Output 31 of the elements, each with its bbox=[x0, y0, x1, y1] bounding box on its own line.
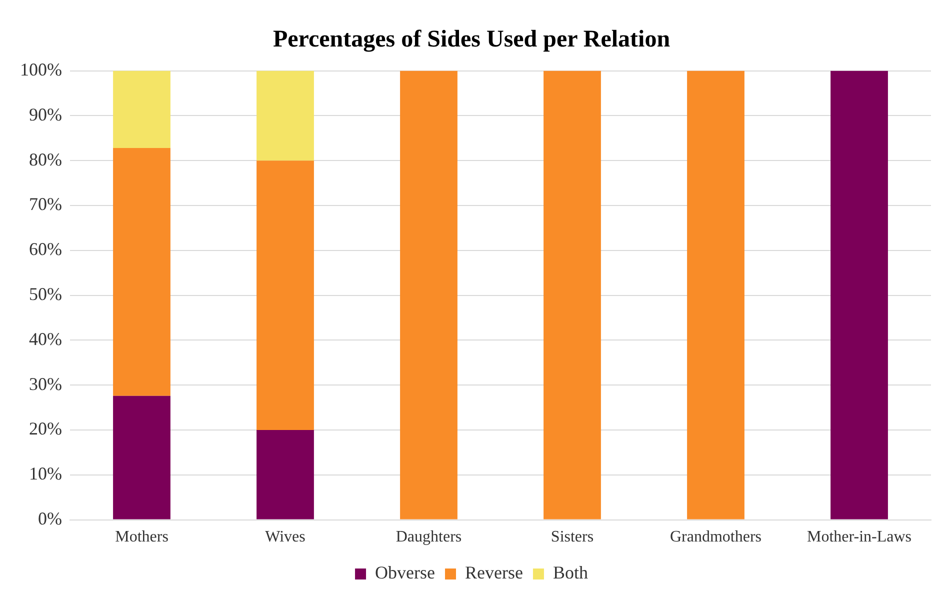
bar bbox=[256, 430, 314, 520]
x-tick-label: Daughters bbox=[396, 528, 462, 546]
y-tick-label: 80% bbox=[28, 149, 62, 170]
y-tick-label: 10% bbox=[28, 464, 62, 484]
y-tick-label: 100% bbox=[20, 60, 62, 80]
x-tick-label: Wives bbox=[265, 528, 306, 546]
legend-label: Obverse bbox=[375, 562, 436, 583]
y-tick-label: 50% bbox=[28, 284, 62, 304]
bar bbox=[687, 70, 744, 520]
x-tick-label: Sisters bbox=[550, 528, 594, 546]
bar bbox=[830, 70, 888, 520]
bar bbox=[113, 396, 170, 520]
chart-title: Percentages of Sides Used per Relation bbox=[272, 26, 670, 53]
bar bbox=[256, 70, 314, 161]
bar bbox=[256, 160, 314, 430]
y-tick-label: 60% bbox=[28, 239, 62, 260]
legend-label: Both bbox=[552, 562, 588, 583]
y-tick-label: 0% bbox=[38, 508, 62, 529]
y-tick-label: 70% bbox=[28, 194, 62, 214]
bar bbox=[400, 70, 458, 520]
y-tick-label: 30% bbox=[28, 374, 62, 394]
bar bbox=[113, 70, 170, 148]
x-tick-label: Mothers bbox=[115, 528, 168, 546]
legend-label: Reverse bbox=[465, 562, 523, 583]
x-tick-label: Mother-in-Laws bbox=[806, 528, 912, 546]
bar bbox=[544, 70, 601, 520]
bar bbox=[113, 148, 170, 396]
y-tick-label: 40% bbox=[28, 328, 62, 349]
y-tick-label: 20% bbox=[28, 418, 62, 439]
y-tick-label: 90% bbox=[28, 104, 62, 124]
x-tick-label: Grandmothers bbox=[670, 528, 762, 546]
